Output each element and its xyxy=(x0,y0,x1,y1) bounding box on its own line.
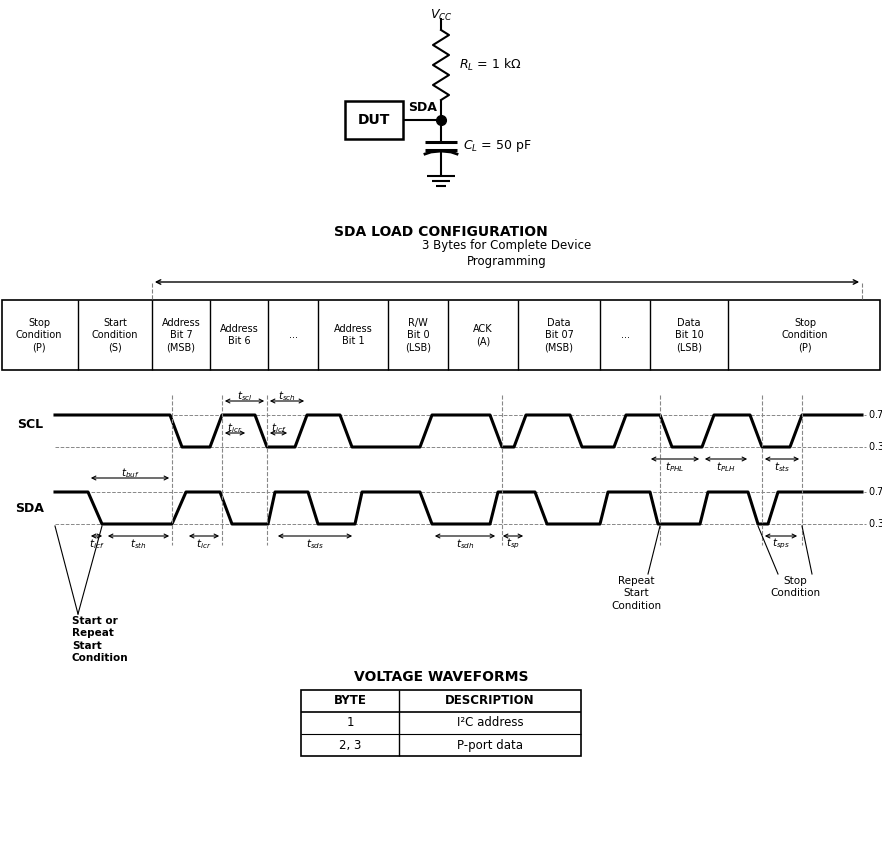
Bar xyxy=(345,101,403,139)
Text: 0.3 × $V_{CC}$: 0.3 × $V_{CC}$ xyxy=(868,440,882,454)
Text: $t_{PLH}$: $t_{PLH}$ xyxy=(716,460,736,474)
Text: ...: ... xyxy=(621,330,630,340)
Text: SDA: SDA xyxy=(16,502,44,515)
Text: $V_{CC}$: $V_{CC}$ xyxy=(430,8,452,23)
Text: Stop
Condition
(P): Stop Condition (P) xyxy=(781,318,828,352)
Text: $t_{icf}$: $t_{icf}$ xyxy=(89,537,104,551)
Text: R/W
Bit 0
(LSB): R/W Bit 0 (LSB) xyxy=(405,318,431,352)
Text: VOLTAGE WAVEFORMS: VOLTAGE WAVEFORMS xyxy=(354,670,528,684)
Text: ACK
(A): ACK (A) xyxy=(473,324,493,346)
Text: I²C address: I²C address xyxy=(457,716,523,729)
Text: $t_{PHL}$: $t_{PHL}$ xyxy=(665,460,684,474)
Text: 0.7 × $V_{CC}$: 0.7 × $V_{CC}$ xyxy=(868,408,882,422)
Text: P-port data: P-port data xyxy=(457,739,523,752)
Bar xyxy=(2,300,880,370)
Text: $C_L$ = 50 pF: $C_L$ = 50 pF xyxy=(463,138,532,154)
Text: $t_{icr}$: $t_{icr}$ xyxy=(228,421,243,435)
Text: 1: 1 xyxy=(347,716,354,729)
Text: $t_{icr}$: $t_{icr}$ xyxy=(197,537,212,551)
Text: 3 Bytes for Complete Device
Programming: 3 Bytes for Complete Device Programming xyxy=(422,239,592,268)
Text: $t_{sds}$: $t_{sds}$ xyxy=(306,537,324,551)
Text: SDA LOAD CONFIGURATION: SDA LOAD CONFIGURATION xyxy=(334,225,548,239)
Text: Start or
Repeat
Start
Condition: Start or Repeat Start Condition xyxy=(72,616,129,663)
Text: SCL: SCL xyxy=(17,418,43,431)
Text: $t_{sp}$: $t_{sp}$ xyxy=(506,536,520,551)
Text: DESCRIPTION: DESCRIPTION xyxy=(445,694,534,707)
Text: Stop
Condition: Stop Condition xyxy=(770,576,820,598)
Text: Address
Bit 7
(MSB): Address Bit 7 (MSB) xyxy=(161,318,200,352)
Text: Data
Bit 07
(MSB): Data Bit 07 (MSB) xyxy=(544,318,573,352)
Text: DUT: DUT xyxy=(358,113,390,127)
Text: $t_{buf}$: $t_{buf}$ xyxy=(121,466,139,480)
Text: BYTE: BYTE xyxy=(333,694,366,707)
Text: $t_{sth}$: $t_{sth}$ xyxy=(131,537,147,551)
Text: Address
Bit 6: Address Bit 6 xyxy=(220,324,258,346)
Text: $R_L$ = 1 k$\Omega$: $R_L$ = 1 k$\Omega$ xyxy=(459,57,521,73)
Text: 0.3 × $V_{CC}$: 0.3 × $V_{CC}$ xyxy=(868,517,882,531)
Text: 2, 3: 2, 3 xyxy=(339,739,362,752)
Text: $t_{sps}$: $t_{sps}$ xyxy=(772,536,790,551)
Text: $t_{scl}$: $t_{scl}$ xyxy=(236,389,252,403)
Text: 0.7 × $V_{CC}$: 0.7 × $V_{CC}$ xyxy=(868,485,882,499)
Bar xyxy=(301,690,581,756)
Text: Data
Bit 10
(LSB): Data Bit 10 (LSB) xyxy=(675,318,703,352)
Text: Address
Bit 1: Address Bit 1 xyxy=(333,324,372,346)
Text: Repeat
Start
Condition: Repeat Start Condition xyxy=(611,576,662,611)
Text: $t_{sts}$: $t_{sts}$ xyxy=(774,460,790,474)
Text: ...: ... xyxy=(288,330,297,340)
Text: $t_{icf}$: $t_{icf}$ xyxy=(271,421,287,435)
Text: Start
Condition
(S): Start Condition (S) xyxy=(92,318,138,352)
Text: SDA: SDA xyxy=(408,101,437,114)
Text: $t_{sch}$: $t_{sch}$ xyxy=(278,389,296,403)
Text: Stop
Condition
(P): Stop Condition (P) xyxy=(16,318,63,352)
Text: $t_{sdh}$: $t_{sdh}$ xyxy=(456,537,475,551)
